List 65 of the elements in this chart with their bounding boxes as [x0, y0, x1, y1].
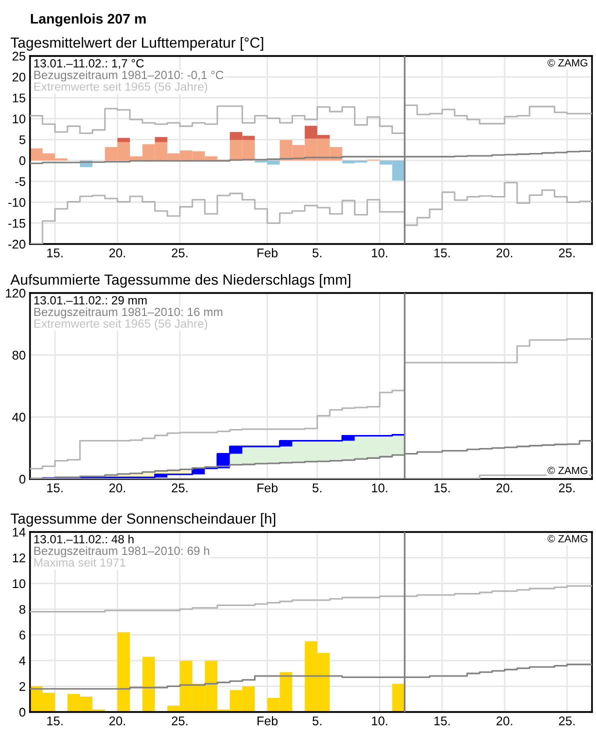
annotation: Bezugszeitraum 1981–2010: 69 h: [34, 546, 210, 558]
x-tick-label: 15.: [47, 248, 63, 258]
x-tick-label: 5.: [312, 716, 322, 726]
annotation: Bezugszeitraum 1981–2010: 16 mm: [34, 307, 222, 318]
y-tick-label: 25: [12, 52, 26, 61]
y-tick-label: 10: [12, 114, 26, 124]
annotation: © ZAMG: [548, 59, 588, 66]
x-tick-label: 20.: [109, 483, 125, 492]
y-tick-label: 0: [19, 474, 26, 484]
annotation: 13.01.–11.02.: 48 h: [34, 534, 134, 544]
x-tick-label: 10.: [372, 248, 388, 258]
x-tick-label: 25.: [172, 248, 188, 258]
annotation: Extremwerte seit 1965 (56 Jahre): [34, 82, 208, 94]
x-tick-label: 25.: [558, 248, 575, 258]
x-tick-label: 5.: [312, 484, 322, 492]
y-tick-label: 8: [19, 604, 26, 614]
x-tick-label: 15.: [47, 716, 63, 726]
chart-title: Aufsummierte Tagessumme des Niederschlags [mm]: [10, 274, 350, 288]
y-tick-label: 120: [6, 288, 26, 298]
x-tick-label: 15.: [47, 484, 63, 492]
x-tick-label: 20.: [109, 716, 125, 726]
y-tick-label: 10: [12, 579, 26, 588]
x-tick-label: 15.: [434, 484, 450, 492]
x-tick-label: 20.: [496, 248, 512, 258]
y-tick-label: 0: [19, 708, 26, 717]
x-tick-label: 15.: [434, 248, 450, 258]
x-tick-label: 20.: [109, 248, 125, 258]
annotation: © ZAMG: [548, 534, 588, 542]
y-tick-label: -10: [8, 198, 26, 207]
y-tick-label: 4: [19, 656, 26, 666]
x-tick-label: 10.: [372, 483, 388, 492]
y-tick-label: 2: [20, 682, 26, 691]
y-tick-label: 14: [12, 528, 26, 537]
annotation: Bezugszeitraum 1981–2010: -0,1 °C: [34, 70, 224, 82]
x-tick-label: 25.: [558, 483, 575, 492]
y-tick-label: -20: [8, 240, 26, 249]
y-tick-label: 40: [12, 412, 26, 422]
x-tick-label: 25.: [172, 483, 188, 492]
x-tick-label: Feb: [258, 716, 278, 726]
x-tick-label: Feb: [258, 483, 278, 492]
x-tick-label: 25.: [558, 716, 575, 726]
y-tick-label: 15: [12, 94, 26, 102]
x-tick-label: 20.: [496, 716, 512, 726]
annotation: Extremwerte seit 1965 (56 Jahre): [34, 319, 208, 330]
annotation: 13.01.–11.02.: 29 mm: [34, 296, 147, 304]
y-tick-label: 12: [12, 554, 26, 562]
x-tick-label: 25.: [172, 716, 188, 726]
y-tick-label: 80: [12, 350, 26, 360]
x-tick-label: 5.: [312, 248, 322, 258]
annotation: Maxima seit 1971: [34, 558, 126, 567]
annotation: © ZAMG: [548, 466, 588, 474]
x-tick-label: 10.: [372, 716, 388, 726]
y-tick-label: -5: [15, 177, 26, 186]
chart-title: Langenlois 207 m: [30, 13, 146, 27]
annotation: 13.01.–11.02.: 1,7 °C: [34, 59, 144, 69]
y-tick-label: 5: [19, 135, 26, 144]
y-tick-label: -15: [8, 219, 26, 228]
y-tick-label: 0: [19, 156, 26, 166]
chart-title: Tagessumme der Sonnenscheindauer [h]: [10, 513, 276, 527]
x-tick-label: 20.: [496, 483, 512, 492]
x-tick-label: 15.: [434, 716, 450, 726]
y-tick-label: 6: [20, 630, 26, 640]
x-tick-label: Feb: [258, 248, 278, 258]
chart-subtitle: Tagesmittelwert der Lufttemperatur [°C]: [10, 37, 264, 51]
y-tick-label: 20: [12, 72, 26, 82]
